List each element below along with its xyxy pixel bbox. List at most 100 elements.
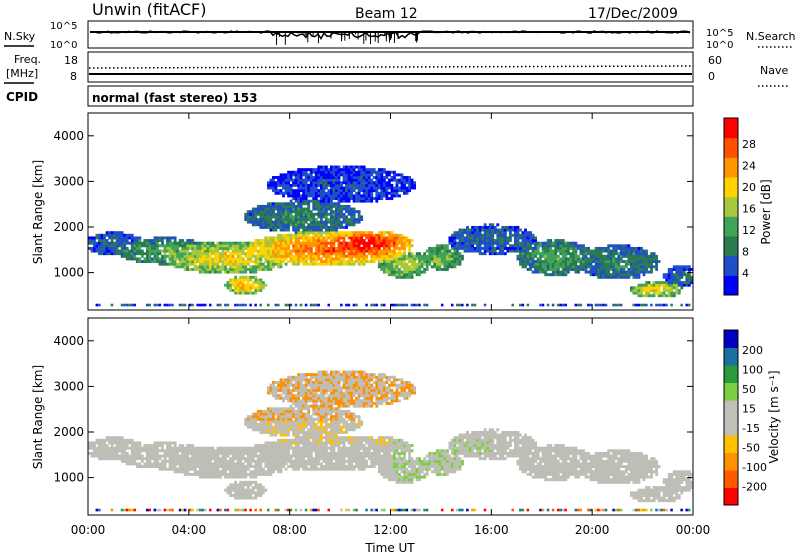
power-cell [403, 303, 406, 307]
power-cell [282, 183, 285, 187]
power-cell [342, 236, 346, 240]
power-cell [418, 265, 422, 269]
power-cell [657, 281, 661, 285]
power-cell [604, 254, 608, 258]
power-cell [239, 286, 243, 290]
velocity-cell [110, 508, 114, 512]
power-cell [632, 262, 636, 266]
power-cell [294, 231, 298, 235]
noise-right-tick-top: 10^5 [706, 28, 733, 39]
power-cell [289, 186, 293, 190]
velocity-cell [236, 491, 240, 495]
power-cell [302, 181, 306, 185]
power-cell [324, 210, 328, 214]
power-cell [652, 283, 656, 287]
velocity-cell [216, 470, 220, 474]
power-cell [282, 191, 285, 195]
power-cell [501, 249, 505, 253]
power-cell [226, 257, 230, 261]
power-cell [123, 241, 127, 245]
power-cell [400, 303, 404, 307]
velocity-cell [158, 441, 162, 445]
power-cell [375, 244, 379, 248]
power-cell [377, 246, 381, 250]
power-cell [181, 246, 185, 250]
velocity-cell [145, 454, 149, 458]
power-cell [345, 220, 348, 224]
velocity-cell [196, 449, 200, 453]
velocity-cell [148, 454, 152, 458]
power-cell [390, 249, 394, 253]
power-cell [292, 244, 296, 248]
power-cell [650, 288, 653, 292]
power-cell [327, 218, 331, 221]
velocity-cell [145, 459, 149, 463]
power-cell [145, 252, 149, 256]
power-cell [299, 260, 303, 264]
power-cell [415, 267, 419, 271]
power-cell [98, 246, 101, 250]
power-cell [337, 262, 341, 266]
power-cell [287, 303, 290, 307]
power-cell [370, 231, 374, 235]
power-cell [269, 239, 273, 243]
velocity-cell [120, 457, 124, 461]
power-cell [264, 223, 268, 227]
velocity-cell [209, 475, 212, 479]
power-cell [355, 173, 359, 177]
power-cell [173, 244, 177, 248]
power-cell [294, 225, 298, 229]
power-cell [536, 265, 540, 269]
power-cell [274, 244, 278, 248]
power-cell [282, 202, 285, 206]
power-cell [438, 267, 442, 271]
power-cell [277, 239, 280, 243]
power-cell [372, 183, 376, 187]
velocity-cell [166, 508, 169, 512]
power-cell [403, 270, 406, 274]
velocity-cell [115, 449, 119, 453]
velocity-cell [246, 457, 250, 461]
power-cell [375, 303, 378, 307]
power-cell [236, 254, 240, 258]
power-cell [352, 212, 356, 216]
power-cell [297, 254, 301, 258]
velocity-cell [193, 470, 197, 474]
power-cell [393, 241, 396, 245]
power-cell [231, 246, 235, 250]
power-cell [261, 283, 265, 287]
velocity-cell [214, 470, 217, 474]
power-cell [387, 181, 391, 185]
power-cell [330, 225, 333, 229]
power-cell [274, 249, 278, 253]
power-cell [579, 260, 583, 264]
velocity-cell [236, 457, 240, 461]
power-cell [375, 249, 379, 253]
power-cell [589, 254, 593, 258]
power-cell [254, 220, 258, 224]
power-cell [256, 220, 260, 224]
velocity-cell [266, 446, 270, 450]
power-cell [297, 168, 301, 172]
power-cell [143, 257, 147, 261]
velocity-cell [229, 472, 232, 476]
velocity-cell [269, 467, 273, 471]
velocity-cell [274, 457, 278, 461]
power-cell [292, 262, 296, 266]
power-cell [405, 267, 409, 271]
velocity-cell [171, 441, 175, 445]
power-cell [113, 246, 117, 250]
power-cell [201, 249, 205, 253]
velocity-cell [266, 415, 270, 419]
velocity-cell [282, 417, 285, 421]
power-cell [511, 233, 515, 237]
velocity-cell [264, 430, 268, 434]
power-cell [219, 260, 222, 264]
power-cell [299, 233, 303, 237]
velocity-cell [181, 467, 185, 471]
power-cell [456, 244, 459, 248]
power-cell [640, 283, 643, 287]
power-cell [350, 244, 353, 248]
power-cell [650, 254, 653, 258]
power-cell [647, 262, 651, 266]
